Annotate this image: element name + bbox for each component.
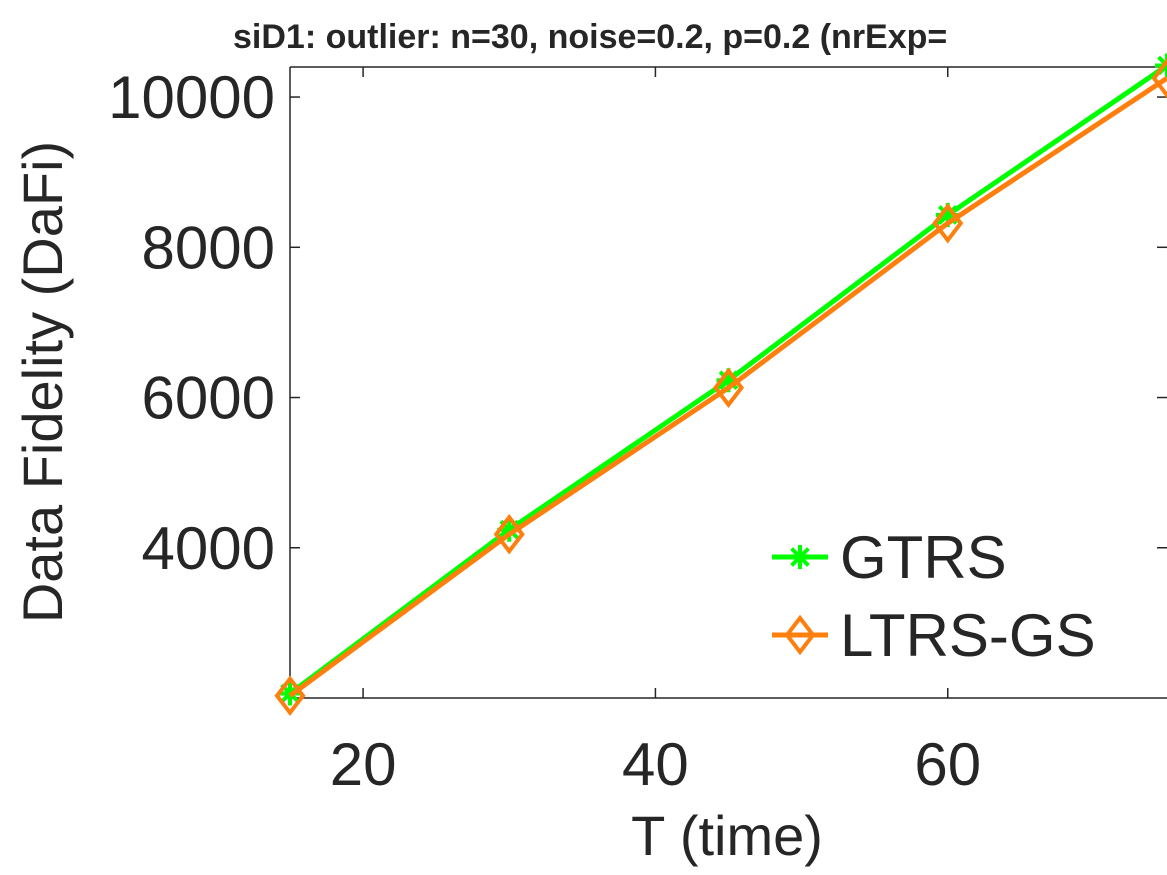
y-tick-label: 4000 [142, 515, 275, 582]
y-axis-label: Data Fidelity (DaFi) [11, 141, 74, 623]
x-tick-label: 20 [330, 731, 397, 798]
legend-label: GTRS [840, 524, 1007, 591]
data-point-ltrs-gs [493, 513, 525, 555]
legend-marker [788, 545, 812, 569]
legend: GTRS LTRS-GS [772, 524, 1096, 669]
x-tick-labels: 20 40 60 [330, 731, 981, 798]
y-tick-label: 8000 [142, 214, 275, 281]
y-tick-label: 10000 [108, 64, 275, 131]
legend-label: LTRS-GS [840, 602, 1096, 669]
x-axis-label: T (time) [631, 804, 823, 867]
data-point-ltrs-gs [712, 367, 745, 409]
data-point-ltrs-gs [1151, 57, 1167, 99]
x-tick-label: 40 [622, 731, 689, 798]
data-point-ltrs-gs [274, 675, 306, 717]
series-layer [274, 53, 1167, 717]
chart-title: siD1: outlier: n=30, noise=0.2, p=0.2 (n… [233, 18, 947, 56]
y-tick-label: 6000 [142, 365, 275, 432]
legend-marker [784, 614, 816, 656]
plot-area [274, 53, 1167, 717]
data-point-ltrs-gs [932, 202, 964, 244]
series-line-ltrs-gs [288, 76, 1167, 698]
axes [289, 66, 1167, 699]
x-tick-label: 60 [914, 731, 981, 798]
y-tick-labels: 4000 6000 8000 10000 [108, 64, 275, 582]
